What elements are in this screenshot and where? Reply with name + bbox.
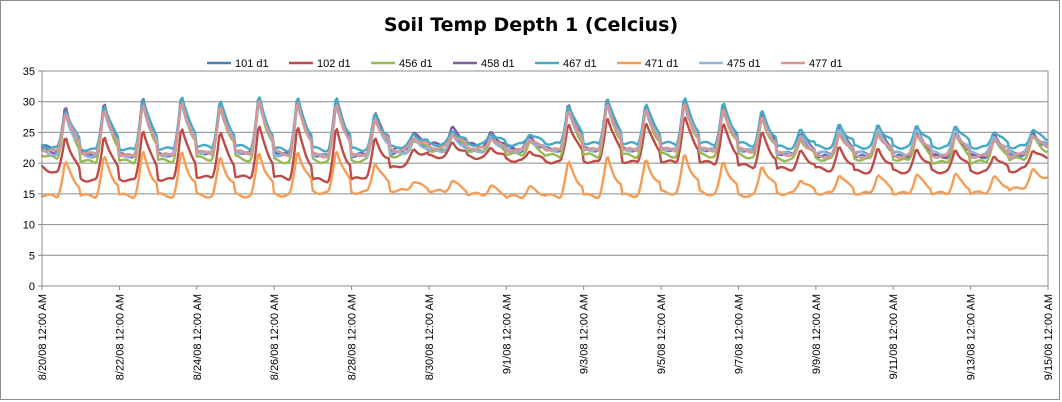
legend-label: 101 d1 bbox=[235, 58, 269, 70]
grid-lines bbox=[42, 70, 1048, 256]
y-tick-label: 0 bbox=[29, 281, 35, 293]
x-tick-label: 9/3/08 12:00 AM bbox=[579, 294, 591, 374]
series-line-477-d1 bbox=[40, 100, 1048, 160]
chart-title: Soil Temp Depth 1 (Celcius) bbox=[384, 14, 678, 36]
y-tick-label: 25 bbox=[23, 127, 35, 139]
x-tick-label: 9/5/08 12:00 AM bbox=[656, 294, 668, 374]
x-tick-label: 8/20/08 12:00 AM bbox=[37, 294, 49, 380]
legend-label: 102 d1 bbox=[317, 58, 351, 70]
x-tick-label: 9/13/08 12:00 AM bbox=[966, 294, 978, 380]
y-tick-label: 5 bbox=[29, 250, 35, 262]
legend-label: 471 d1 bbox=[645, 58, 679, 70]
legend: 101 d1 102 d1 456 d1 458 d1 467 d1 471 d1 475 … bbox=[207, 58, 843, 70]
y-tick-label: 10 bbox=[23, 220, 35, 232]
x-tick-label: 9/11/08 12:00 AM bbox=[888, 294, 900, 379]
series-line-471-d1 bbox=[40, 150, 1048, 200]
y-tick-label: 30 bbox=[23, 97, 35, 109]
x-tick-label: 9/1/08 12:00 AM bbox=[501, 294, 513, 374]
x-tick-label: 8/26/08 12:00 AM bbox=[269, 294, 281, 380]
y-tick-label: 15 bbox=[23, 189, 35, 201]
legend-label: 456 d1 bbox=[399, 58, 433, 70]
plot-series bbox=[40, 96, 1048, 200]
legend-label: 458 d1 bbox=[481, 58, 515, 70]
x-tick-label: 9/15/08 12:00 AM bbox=[1043, 294, 1055, 380]
y-tick-label: 20 bbox=[23, 158, 35, 170]
legend-label: 475 d1 bbox=[727, 58, 761, 70]
plot-area-border bbox=[41, 70, 1049, 287]
x-tick-label: 8/24/08 12:00 AM bbox=[192, 294, 204, 380]
x-tick-label: 8/30/08 12:00 AM bbox=[424, 294, 436, 380]
series-line-475-d1 bbox=[40, 104, 1048, 159]
x-axis-ticks: 8/20/08 12:00 AM 8/22/08 12:00 AM 8/24/08 … bbox=[37, 286, 1055, 380]
legend-label: 467 d1 bbox=[563, 58, 597, 70]
series-line-102-d1 bbox=[40, 116, 1048, 184]
x-tick-label: 9/7/08 12:00 AM bbox=[733, 294, 745, 374]
x-tick-label: 8/28/08 12:00 AM bbox=[347, 294, 359, 380]
legend-label: 477 d1 bbox=[809, 58, 843, 70]
y-tick-label: 35 bbox=[23, 66, 35, 78]
series-line-467-d1 bbox=[40, 96, 1048, 153]
y-axis-ticks: 0 5 10 15 20 25 30 35 bbox=[23, 66, 42, 293]
x-tick-label: 8/22/08 12:00 AM bbox=[114, 294, 126, 380]
x-tick-label: 9/9/08 12:00 AM bbox=[811, 294, 823, 374]
